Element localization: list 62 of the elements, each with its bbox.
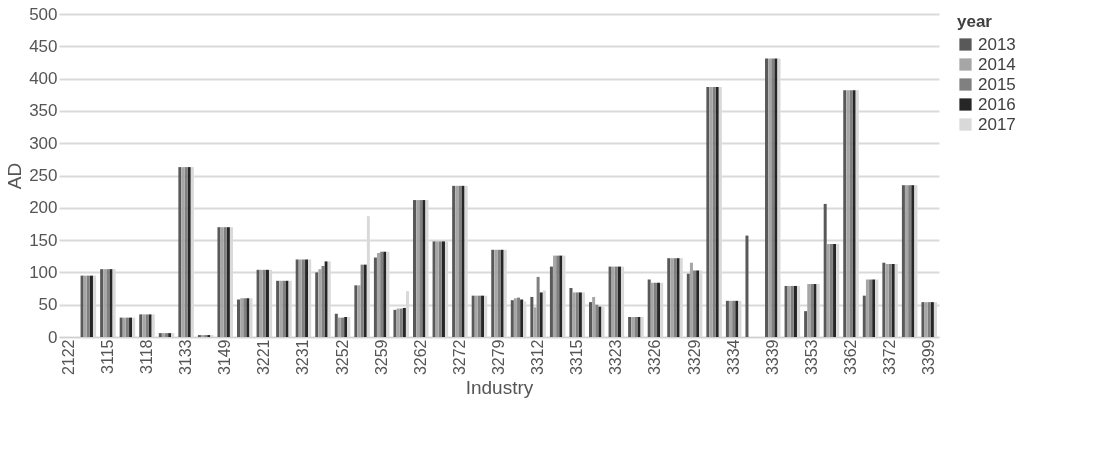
y-tick-label: 300 xyxy=(29,133,58,153)
bar xyxy=(549,266,553,337)
x-tick-label: 3315 xyxy=(568,339,586,376)
bar xyxy=(901,185,905,337)
bar xyxy=(745,235,749,337)
x-tick-label: 3149 xyxy=(216,339,234,376)
legend-label: 2017 xyxy=(978,114,1016,134)
y-tick-label: 400 xyxy=(29,69,58,89)
x-tick-label: 3262 xyxy=(411,339,429,376)
x-tick-label: 3326 xyxy=(646,339,664,376)
y-tick-label: 150 xyxy=(29,230,58,250)
bar xyxy=(725,300,729,337)
x-tick-label: 3329 xyxy=(685,339,703,376)
bar xyxy=(530,296,534,337)
x-tick-label: 3118 xyxy=(138,339,155,374)
x-axis-title: Industry xyxy=(465,377,534,399)
x-tick-label: 2122 xyxy=(59,339,77,376)
y-tick-label: 200 xyxy=(29,198,58,218)
x-tick-label: 3221 xyxy=(255,339,273,376)
y-tick-label: 450 xyxy=(29,36,58,56)
x-tick-label: 3133 xyxy=(177,339,195,376)
bar xyxy=(862,295,866,337)
bar xyxy=(804,311,808,337)
bar xyxy=(373,257,377,337)
x-tick-label: 3252 xyxy=(333,339,351,376)
bar xyxy=(689,262,693,337)
y-tick-label: 50 xyxy=(38,295,58,315)
x-tick-label: 3323 xyxy=(607,339,625,376)
legend-label: 2015 xyxy=(978,74,1016,94)
bar xyxy=(569,287,573,337)
x-tick-label: 3339 xyxy=(763,339,781,376)
bar xyxy=(592,296,596,337)
legend-label: 2016 xyxy=(978,94,1016,114)
x-tick-label: 3353 xyxy=(802,339,820,376)
bar xyxy=(337,317,341,337)
x-tick-label: 3372 xyxy=(881,339,899,376)
x-tick-label: 3362 xyxy=(842,339,859,376)
bar xyxy=(589,302,593,337)
bar xyxy=(334,313,338,337)
x-tick-label: 3259 xyxy=(372,339,390,376)
y-tick-label: 250 xyxy=(29,166,58,185)
x-tick-label: 3115 xyxy=(98,339,116,374)
legend-label: 2013 xyxy=(978,34,1016,54)
bar xyxy=(321,265,325,337)
x-tick-label: 3334 xyxy=(724,339,742,376)
x-tick-label: 3272 xyxy=(450,339,468,376)
y-axis-title: AD xyxy=(4,162,26,190)
x-tick-label: 3279 xyxy=(490,339,507,376)
x-tick-label: 3399 xyxy=(920,339,938,376)
bar xyxy=(533,307,537,337)
x-tick-label: 3231 xyxy=(294,339,312,376)
legend-label: 2014 xyxy=(978,54,1016,74)
bar xyxy=(686,273,690,337)
bar xyxy=(865,279,869,337)
y-tick-label: 100 xyxy=(29,262,58,282)
y-tick-label: 350 xyxy=(29,101,58,121)
y-tick-label: 500 xyxy=(29,4,58,24)
bar xyxy=(823,203,827,337)
legend-title: year xyxy=(957,12,993,31)
x-tick-label: 3312 xyxy=(529,339,547,376)
bar xyxy=(536,276,540,337)
y-tick-label: 0 xyxy=(48,327,58,347)
